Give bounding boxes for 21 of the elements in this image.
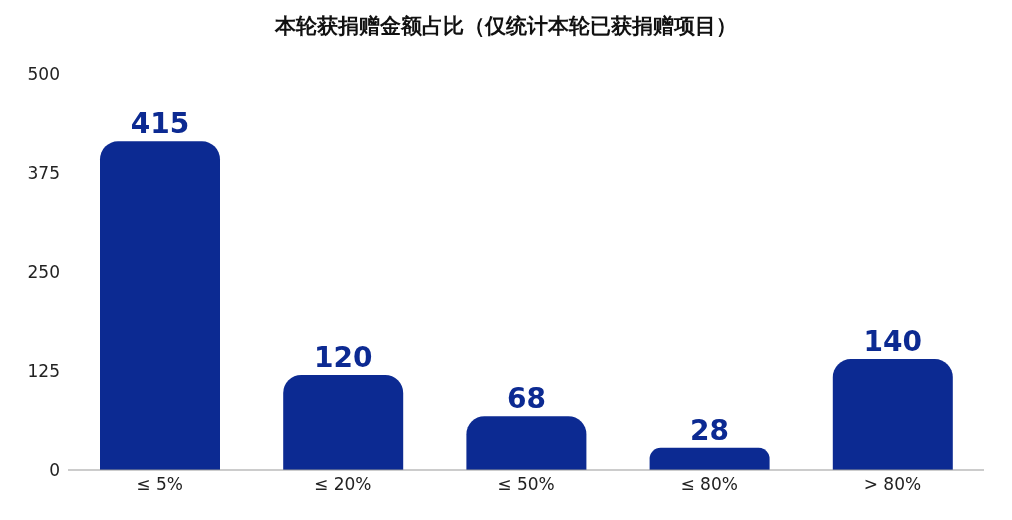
bar: [832, 359, 953, 470]
y-tick-label: 0: [49, 460, 60, 481]
x-tick-label: > 80%: [863, 474, 922, 495]
bar: [283, 374, 404, 470]
x-tick-label: ≤ 20%: [314, 474, 372, 495]
x-tick-label: ≤ 80%: [680, 474, 738, 495]
y-tick-label: 250: [27, 262, 60, 283]
x-tick-label: ≤ 5%: [136, 474, 183, 495]
data-label: 28: [690, 413, 730, 447]
data-label: 120: [313, 340, 373, 374]
chart-title: 本轮获捐赠金额占比（仅统计本轮已获捐赠项目）: [273, 13, 738, 40]
bar: [649, 447, 770, 470]
bar: [100, 141, 220, 470]
x-tick-label: ≤ 50%: [497, 474, 555, 495]
data-label: 415: [130, 107, 190, 141]
y-tick-label: 125: [27, 361, 60, 382]
data-label: 140: [863, 325, 923, 359]
y-tick-label: 500: [27, 64, 60, 85]
bar: [466, 416, 587, 470]
y-tick-label: 375: [27, 163, 60, 184]
data-label: 68: [506, 382, 546, 416]
